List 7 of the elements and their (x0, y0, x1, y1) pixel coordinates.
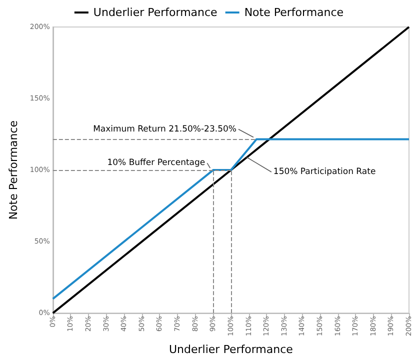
legend-label: Note Performance (244, 6, 344, 19)
annotation: Maximum Return 21.50%-23.50% (93, 124, 236, 134)
x-axis-title: Underlier Performance (169, 343, 294, 356)
legend-label: Underlier Performance (93, 6, 218, 19)
y-axis-title: Note Performance (7, 120, 20, 220)
annotation: 150% Participation Rate (273, 167, 376, 178)
annotation: 10% Buffer Percentage (107, 158, 206, 168)
